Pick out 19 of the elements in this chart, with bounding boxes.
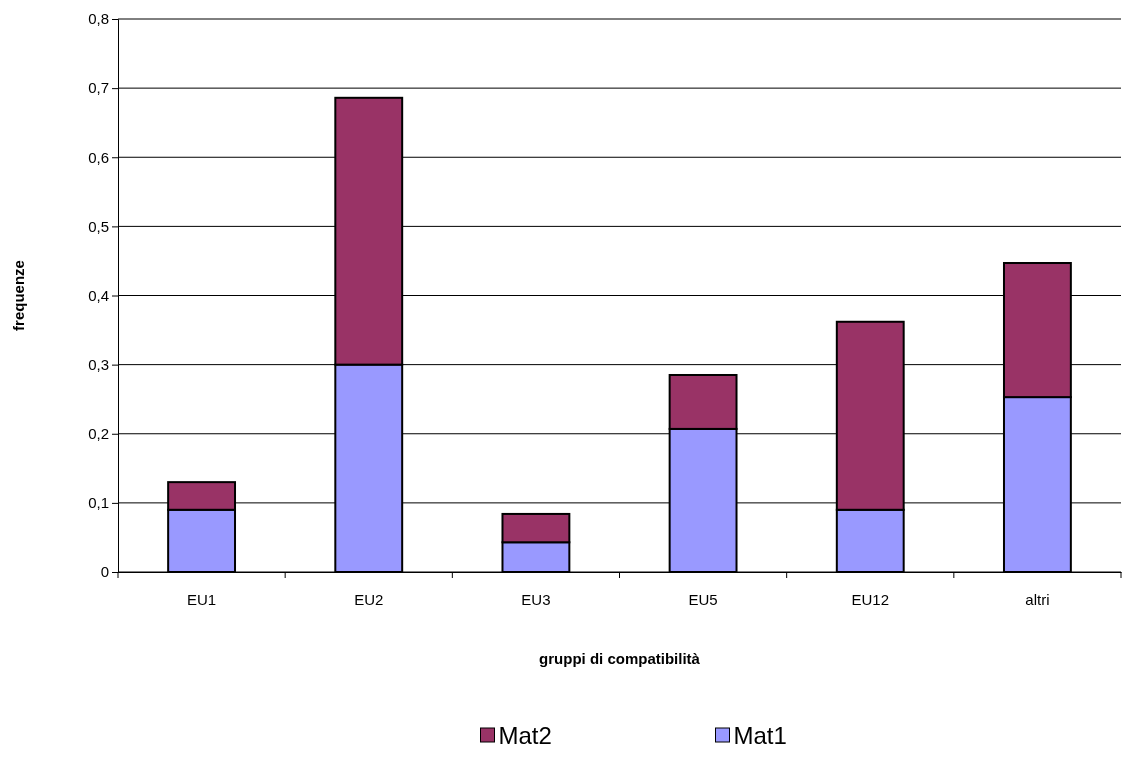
y-tick-label: 0,5	[88, 217, 109, 235]
legend-label: Mat1	[733, 722, 787, 749]
x-tick-label: altri	[1025, 590, 1050, 608]
y-tick-label: 0,7	[88, 79, 109, 97]
x-axis-title: gruppi di compatibilità	[539, 650, 701, 667]
x-tick-label: EU12	[851, 590, 890, 608]
y-tick-label: 0,4	[88, 286, 109, 304]
y-tick-label: 0,8	[88, 10, 109, 28]
y-axis-title: frequenze	[10, 260, 27, 331]
legend-label: Mat2	[498, 722, 552, 749]
y-tick-label: 0	[100, 563, 109, 581]
x-tick-label: EU2	[354, 590, 384, 608]
y-tick-label: 0,2	[88, 425, 109, 443]
x-tick-label: EU1	[186, 590, 217, 608]
x-tick-label: EU3	[521, 590, 551, 608]
y-tick-label: 0,1	[88, 494, 109, 512]
x-tick-label: EU5	[688, 590, 718, 608]
y-tick-label: 0,3	[88, 355, 109, 373]
y-tick-label: 0,6	[88, 148, 109, 166]
